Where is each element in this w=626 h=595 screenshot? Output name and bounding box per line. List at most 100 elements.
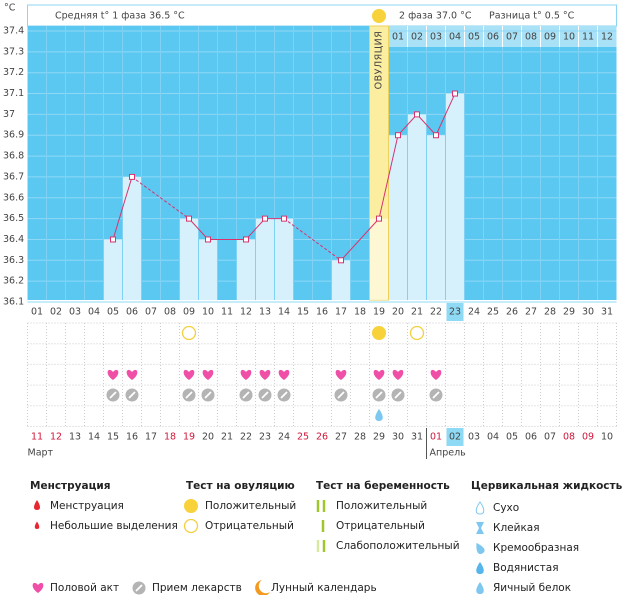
legend-icon xyxy=(255,580,270,595)
medication-icon-slash xyxy=(432,391,440,399)
phase2-avg: 2 фаза 37.0 °C xyxy=(399,11,472,22)
temp-point xyxy=(129,173,135,180)
intercourse-icon xyxy=(240,369,252,380)
y-tick-label: 37.2 xyxy=(3,67,24,78)
x-tick-label: 15 xyxy=(297,307,309,318)
calendar-date: 11 xyxy=(31,432,43,443)
legend-item: Менструация xyxy=(50,500,124,512)
temp-bar xyxy=(237,239,255,300)
y-tick-label: 37 xyxy=(3,109,15,120)
calendar-date: 30 xyxy=(392,432,404,443)
intercourse-icon xyxy=(430,369,442,380)
phase2-day: 12 xyxy=(601,32,613,43)
y-tick-label: 36.4 xyxy=(3,234,24,245)
calendar-date: 04 xyxy=(487,432,499,443)
intercourse-icon xyxy=(107,369,119,380)
legend-item: Положительный xyxy=(336,500,427,512)
intercourse-icon xyxy=(259,369,271,380)
temp-point xyxy=(205,236,211,243)
phase2-day: 03 xyxy=(430,32,442,43)
calendar-date: 12 xyxy=(50,432,62,443)
intercourse-icon xyxy=(373,369,385,380)
legend-item: Слабоположительный xyxy=(336,540,460,552)
calendar-date: 28 xyxy=(354,432,366,443)
intercourse-icon xyxy=(335,369,347,380)
calendar-date: 24 xyxy=(278,432,290,443)
temp-line xyxy=(283,218,342,261)
temp-line xyxy=(245,218,266,240)
legend-item: Небольшие выделения xyxy=(50,520,178,532)
legend-icon xyxy=(476,522,484,534)
temp-point xyxy=(376,215,382,222)
calendar-date: 03 xyxy=(468,432,480,443)
legend-title: Менструация xyxy=(30,480,110,492)
y-tick-label: 36.9 xyxy=(3,130,24,141)
temp-bar xyxy=(180,218,198,300)
temp-point xyxy=(243,236,249,243)
month-label: Март xyxy=(28,448,54,459)
legend-icon xyxy=(476,582,484,594)
ovulation-test-negative xyxy=(409,325,425,341)
calendar-date: 27 xyxy=(335,432,347,443)
x-tick-label: 21 xyxy=(411,307,423,318)
x-tick-label: 30 xyxy=(582,307,594,318)
x-tick-label: 02 xyxy=(50,307,62,318)
calendar-date: 20 xyxy=(202,432,214,443)
phase2-day: 10 xyxy=(563,32,575,43)
temp-line xyxy=(340,218,380,261)
temp-bar xyxy=(446,93,464,301)
temp-point xyxy=(186,215,192,222)
month-label: Апрель xyxy=(430,448,467,459)
x-tick-label: 22 xyxy=(430,307,442,318)
legend-icon xyxy=(184,499,198,513)
legend-icon xyxy=(34,521,40,529)
legend-item: Яичный белок xyxy=(493,582,571,594)
legend-icon xyxy=(32,582,44,593)
temp-point xyxy=(262,215,268,222)
calendar-date: 02 xyxy=(449,432,461,443)
temp-bar xyxy=(427,135,445,300)
medication-icon-slash xyxy=(204,391,212,399)
phase2-day: 02 xyxy=(411,32,423,43)
ovulation-icon xyxy=(372,9,386,23)
x-tick-label: 28 xyxy=(544,307,556,318)
y-tick-label: 36.6 xyxy=(3,192,24,203)
x-tick-label: 12 xyxy=(240,307,252,318)
calendar-date: 15 xyxy=(107,432,119,443)
temp-point xyxy=(110,236,116,243)
y-tick-label: 36.2 xyxy=(3,276,24,287)
legend-title: Тест на беременность xyxy=(316,480,450,492)
temp-bar xyxy=(370,218,388,300)
calendar-date: 05 xyxy=(506,432,518,443)
intercourse-icon xyxy=(278,369,290,380)
temp-line xyxy=(112,176,133,240)
temp-line xyxy=(397,114,418,136)
calendar-date: 25 xyxy=(297,432,309,443)
x-tick-label: 27 xyxy=(525,307,537,318)
x-tick-label: 16 xyxy=(316,307,328,318)
calendar-date: 06 xyxy=(525,432,537,443)
legend-item: Кремообразная xyxy=(493,542,579,554)
medication-icon-slash xyxy=(109,391,117,399)
temp-line xyxy=(435,93,456,136)
x-tick-label: 07 xyxy=(145,307,157,318)
x-tick-label: 04 xyxy=(88,307,100,318)
legend-icon-slash xyxy=(135,584,143,592)
x-tick-label: 13 xyxy=(259,307,271,318)
temp-line xyxy=(416,114,437,136)
x-tick-label: 18 xyxy=(354,307,366,318)
temp-bar xyxy=(199,239,217,300)
legend-item: Положительный xyxy=(205,500,296,512)
medication-icon-slash xyxy=(375,391,383,399)
calendar-date: 17 xyxy=(145,432,157,443)
calendar-date: 10 xyxy=(601,432,613,443)
x-tick-label: 08 xyxy=(164,307,176,318)
temp-bar xyxy=(256,218,274,300)
x-tick-label: 31 xyxy=(601,307,613,318)
temp-point xyxy=(395,132,401,139)
calendar-date: 01 xyxy=(430,432,442,443)
legend-icon xyxy=(476,542,485,554)
y-tick-label: 36.3 xyxy=(3,255,24,266)
y-tick-label: 37.3 xyxy=(3,46,24,57)
legend-item: Отрицательный xyxy=(205,520,294,532)
